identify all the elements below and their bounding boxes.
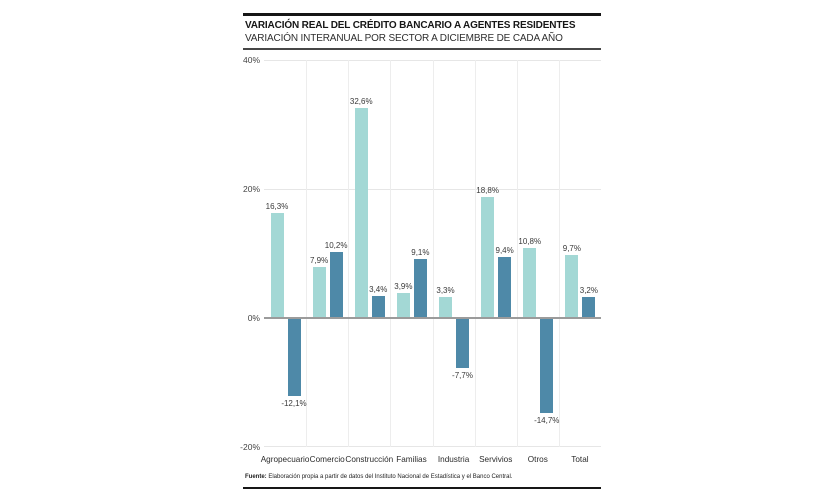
header-rule [243,48,601,50]
vertical-gridline [348,60,350,447]
chart-figure: VARIACIÓN REAL DEL CRÉDITO BANCARIO A AG… [240,13,601,495]
bar-value-label: 32,6% [349,96,373,106]
bar-value-label: 3,2% [579,286,598,296]
x-category-label: Otros [527,455,548,464]
chart-title: VARIACIÓN REAL DEL CRÉDITO BANCARIO A AG… [245,20,576,31]
bar-value-label: 3,4% [369,285,388,295]
bar-serie-oscura [413,259,427,318]
bottom-rule [243,487,601,489]
bar-serie-clara [523,248,537,318]
bar-value-label: 3,9% [394,281,413,291]
x-category-label: Servivios [479,455,513,464]
bar-value-label: 10,8% [518,237,542,247]
bar-serie-clara [396,292,410,318]
bar-value-label: 7,9% [310,256,329,266]
bar-value-label: 10,2% [324,241,348,251]
bar-serie-oscura [498,257,512,318]
plot-area: 16,3% 7,9% 32,6% 3,9% 3,3% 18,8% 10,8% 9,7% -12,… [264,60,601,447]
vertical-gridline [432,60,434,447]
x-category-label: Construcción [345,455,394,464]
x-category-label: Comercio [309,455,345,464]
vertical-gridline [474,60,476,447]
vertical-gridline [390,60,392,447]
bar-value-label: 9,1% [411,248,430,258]
vertical-gridline [306,60,308,447]
bar-value-label: -14,7% [534,415,560,425]
chart-subtitle: VARIACIÓN INTERANUAL POR SECTOR A DICIEM… [245,33,563,44]
y-tick-label: 0% [247,313,260,323]
bar-serie-oscura [456,318,469,368]
bar-serie-oscura [329,252,343,318]
bar-value-label: 18,8% [476,185,499,195]
source-text: Elaboración propia a partir de datos del… [266,474,513,480]
vertical-gridline [516,60,518,447]
vertical-gridline [558,60,560,447]
y-tick-label: -20% [240,442,260,452]
x-category-label: Total [571,455,589,464]
bar-serie-clara [354,107,368,318]
bar-value-label: 3,3% [436,285,455,295]
bar-serie-oscura [582,297,596,318]
x-category-label: Familias [396,455,427,464]
y-tick-label: 20% [242,184,260,194]
bar-value-label: 9,4% [495,246,514,256]
bar-serie-clara [565,255,579,318]
bar-value-label: -7,7% [452,370,473,380]
bar-value-label: 16,3% [265,201,289,211]
bar-value-label: 9,7% [562,244,581,254]
x-category-label: Agropecuario [260,455,310,464]
x-axis: Agropecuario Comercio Construcción Familias… [260,455,601,469]
source-note: Fuente: Elaboración propia a partir de d… [245,474,512,480]
bar-serie-oscura [287,318,301,397]
x-category-label: Industria [437,455,470,464]
bar-serie-oscura [540,318,554,413]
bar-value-label: -12,1% [281,399,307,409]
y-axis: 40% 20% 0% -20% [240,55,260,452]
bar-serie-clara [312,267,326,318]
bar-serie-oscura [371,296,385,318]
top-rule [243,13,601,16]
y-tick-label: 40% [242,55,260,65]
bar-serie-clara [439,296,452,318]
bar-serie-clara [270,212,284,318]
bar-serie-clara [481,196,495,318]
source-label: Fuente: [245,474,267,480]
zero-line [264,317,601,319]
